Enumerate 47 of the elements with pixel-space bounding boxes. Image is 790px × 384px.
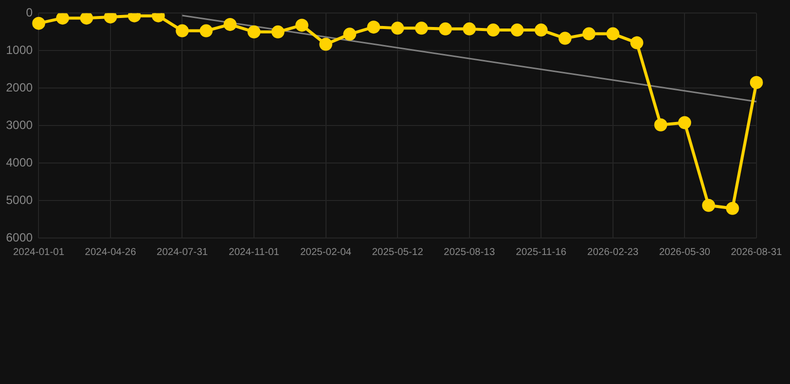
x-tick-label: 2026-05-30 [659,246,711,258]
x-tick-label: 2024-04-26 [84,246,136,258]
point [630,36,644,50]
point [32,16,46,30]
point [200,24,213,38]
point [462,22,476,36]
point [104,13,117,24]
point [534,24,548,37]
point [319,38,332,51]
x-tick-label: 2025-08-13 [444,246,496,258]
y-tick-label: 0 [26,6,34,20]
point [80,13,94,25]
point [176,24,189,38]
point [750,76,763,90]
point [606,27,620,40]
point [391,22,404,35]
y-tick-label: 3000 [6,118,34,132]
x-tick-label: 2025-05-12 [372,246,424,258]
x-tick-label: 2026-08-31 [730,246,782,258]
point [726,202,739,215]
x-tick-label: 2026-02-23 [587,246,639,258]
point [367,20,380,34]
point [654,118,668,132]
point [343,28,356,41]
y-tick-label: 2000 [6,80,34,94]
y-tick-label: 1000 [6,42,34,57]
point [486,24,500,37]
point [271,25,284,38]
x-tick-label: 2024-07-31 [156,246,208,258]
x-tick-label: 2024-01-01 [13,246,65,258]
point [224,18,237,31]
point [248,25,261,38]
x-tick-label: 2025-11-16 [516,246,567,258]
point [295,18,308,32]
point [702,198,716,212]
point [414,22,428,35]
x-tick-label: 2025-02-04 [300,246,352,258]
y-tick-label: 6000 [6,230,34,244]
point [510,24,524,37]
point [438,22,452,36]
point [558,32,572,45]
x-tick-label: 2024-11-01 [228,246,280,258]
point [582,27,596,40]
y-tick-label: 5000 [6,192,34,207]
y-tick-label: 4000 [6,155,34,170]
point [678,116,692,130]
point [56,13,70,25]
